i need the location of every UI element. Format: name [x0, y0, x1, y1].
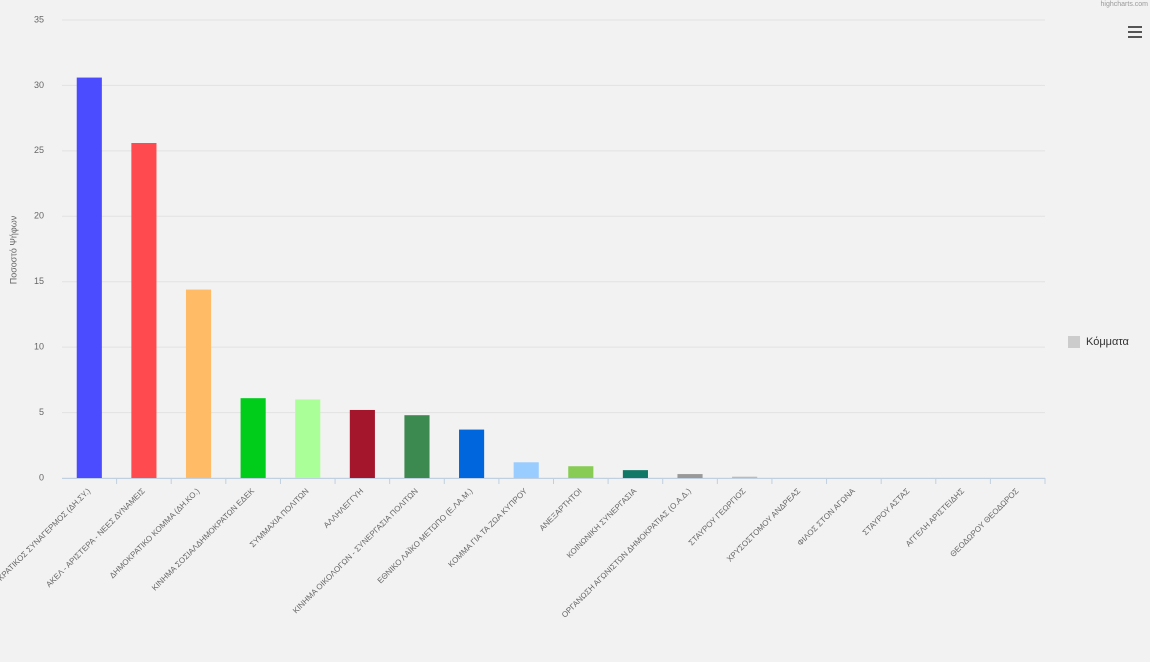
legend-swatch [1068, 336, 1080, 348]
menu-line [1128, 31, 1142, 33]
bar [513, 462, 539, 478]
bar [677, 474, 703, 478]
bar [622, 470, 648, 478]
bar [295, 399, 321, 478]
y-tick-label: 30 [34, 80, 44, 90]
bar [732, 476, 758, 478]
bar [185, 289, 212, 478]
bar [131, 143, 157, 478]
y-tick-label: 15 [34, 276, 44, 286]
y-tick-label: 10 [34, 342, 44, 352]
menu-line [1128, 36, 1142, 38]
y-tick-label: 25 [34, 145, 44, 155]
legend-label: Κόμματα [1086, 336, 1130, 348]
bar [459, 429, 485, 478]
bar [76, 77, 102, 478]
y-tick-label: 35 [34, 14, 44, 24]
bar [240, 398, 266, 478]
bar [568, 466, 594, 478]
credits: highcharts.com [1101, 1, 1149, 8]
menu-line [1128, 26, 1142, 28]
menu-button[interactable] [1124, 22, 1146, 42]
y-tick-label: 20 [34, 211, 44, 221]
y-tick-label: 0 [39, 472, 44, 482]
y-axis-title: Ποσοστό Ψήφων [8, 215, 18, 284]
bar [349, 409, 375, 478]
y-tick-label: 5 [39, 407, 44, 417]
bar [404, 415, 430, 478]
